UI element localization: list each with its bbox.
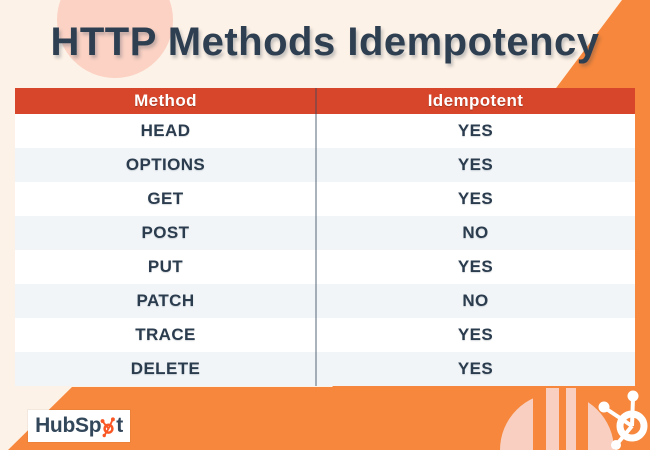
method-cell: POST	[141, 223, 190, 242]
column-divider-line	[315, 88, 317, 386]
method-cell: DELETE	[130, 359, 201, 378]
table-row: POST NO	[15, 216, 635, 250]
hubspot-sprocket-logo-icon	[100, 417, 116, 438]
column-header-method: Method	[134, 91, 197, 110]
table-row: GET YES	[15, 182, 635, 216]
logo-text-prefix: HubSp	[35, 414, 102, 437]
table-row: HEAD YES	[15, 114, 635, 148]
dome-stripe-gap	[576, 388, 588, 450]
method-cell: GET	[147, 189, 184, 208]
hubspot-logo: HubSp t	[28, 410, 130, 442]
peach-bar-decoration	[546, 388, 559, 450]
table-row: TRACE YES	[15, 318, 635, 352]
method-cell: HEAD	[140, 121, 191, 140]
hubspot-sprocket-icon	[598, 390, 648, 450]
idempotency-table: Method Idempotent HEAD YES OPTIONS YES G…	[15, 88, 635, 386]
table-row: PATCH NO	[15, 284, 635, 318]
table-header-row: Method Idempotent	[15, 88, 635, 114]
table-row: PUT YES	[15, 250, 635, 284]
method-cell: OPTIONS	[125, 155, 206, 174]
page-title: HTTP Methods Idempotency	[50, 20, 600, 64]
idempotent-cell: YES	[457, 325, 494, 344]
idempotent-cell: NO	[462, 291, 489, 310]
idempotent-cell: YES	[457, 155, 494, 174]
idempotent-cell: YES	[457, 359, 494, 378]
table-row: DELETE YES	[15, 352, 635, 386]
dome-stripe-gap	[559, 388, 566, 450]
idempotent-cell: NO	[462, 223, 489, 242]
idempotent-cell: YES	[457, 121, 494, 140]
table-row: OPTIONS YES	[15, 148, 635, 182]
method-cell: PUT	[147, 257, 184, 276]
method-cell: TRACE	[135, 325, 196, 344]
dome-stripe-gap	[533, 388, 546, 450]
idempotent-cell: YES	[457, 257, 494, 276]
method-cell: PATCH	[136, 291, 195, 310]
idempotent-cell: YES	[457, 189, 494, 208]
column-header-idempotent: Idempotent	[427, 91, 524, 110]
logo-text-suffix: t	[116, 414, 123, 437]
peach-bar-decoration	[566, 388, 576, 450]
